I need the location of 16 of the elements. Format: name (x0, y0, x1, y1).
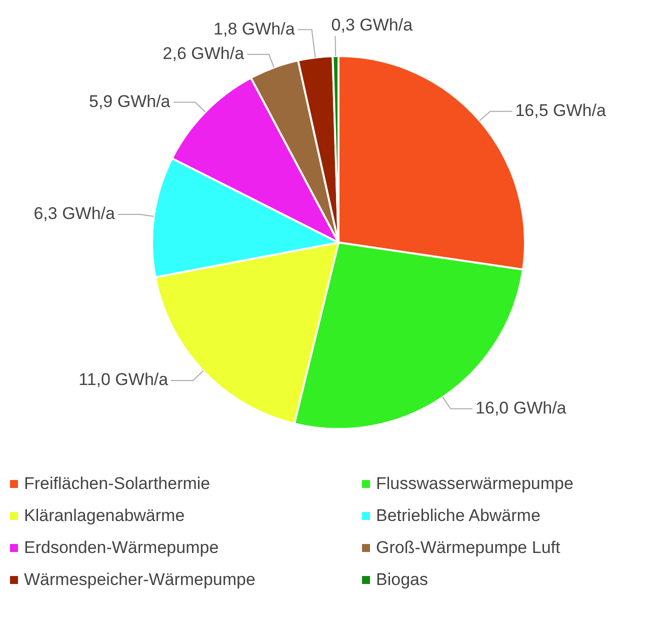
data-label: 2,6 GWh/a (162, 44, 245, 64)
legend-label: Kläranlagenabwärme (24, 506, 185, 526)
legend-label: Wärmespeicher-Wärmepumpe (24, 570, 256, 590)
data-label: 0,3 GWh/a (331, 16, 414, 35)
legend-label: Groß-Wärmepumpe Luft (376, 538, 560, 558)
data-label: 16,5 GWh/a (515, 101, 606, 120)
legend-label: Flusswasserwärmepumpe (376, 474, 574, 494)
legend-label: Biogas (376, 570, 428, 590)
legend-label: Freiflächen-Solarthermie (24, 474, 210, 494)
data-label: 11,0 GWh/a (78, 370, 169, 390)
data-label: 6,3 GWh/a (34, 204, 116, 224)
data-label: 1,8 GWh/a (214, 19, 296, 38)
legend-label: Betriebliche Abwärme (376, 506, 540, 526)
data-label: 5,9 GWh/a (89, 92, 171, 111)
legend-label: Erdsonden-Wärmepumpe (24, 538, 219, 558)
data-label: 16,0 GWh/a (476, 398, 567, 418)
